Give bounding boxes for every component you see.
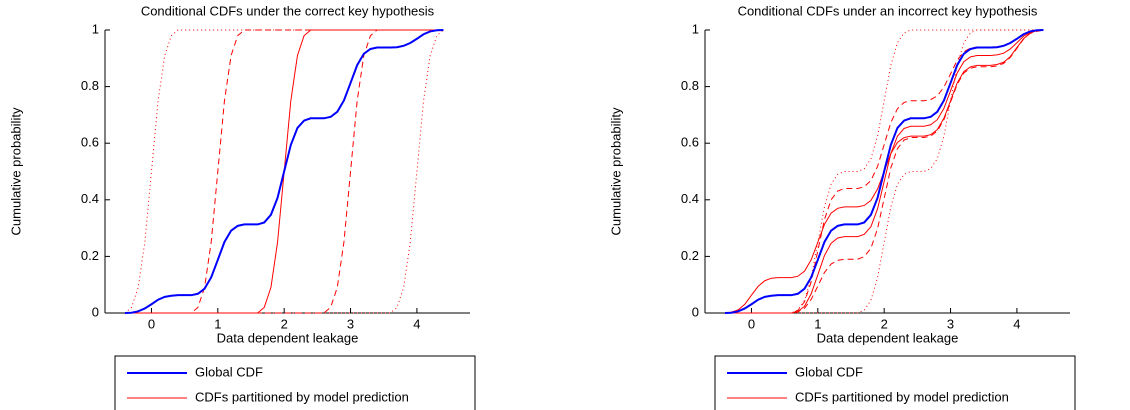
legend-box [714, 355, 1076, 410]
x-tick-label: 0 [148, 316, 155, 331]
cdf-line [724, 29, 1044, 314]
legend-label: CDFs partitioned by model prediction [795, 389, 1009, 404]
legend-label: Global CDF [795, 364, 863, 379]
x-tick-label: 3 [347, 316, 354, 331]
y-tick-label: 0 [92, 304, 99, 319]
y-tick-label: 1 [692, 21, 699, 36]
y-axis-label: Cumulative probability [8, 107, 23, 235]
cdf-line [124, 29, 444, 314]
y-axis-label: Cumulative probability [608, 107, 623, 235]
legend-box [114, 355, 476, 410]
x-axis-label: Data dependent leakage [217, 330, 359, 345]
x-axis-label: Data dependent leakage [817, 330, 959, 345]
chart-title: Conditional CDFs under the correct key h… [141, 3, 435, 18]
x-tick-label: 4 [1013, 316, 1020, 331]
cdf-line [124, 29, 444, 314]
x-tick-label: 2 [881, 316, 888, 331]
chart-title: Conditional CDFs under an incorrect key … [738, 3, 1038, 18]
x-tick-label: 0 [748, 316, 755, 331]
legend-label: CDFs partitioned by model prediction [195, 389, 409, 404]
y-tick-label: 0.4 [81, 191, 99, 206]
y-tick-label: 1 [92, 21, 99, 36]
x-tick-label: 3 [947, 316, 954, 331]
x-tick-label: 2 [281, 316, 288, 331]
y-tick-label: 0.2 [81, 248, 99, 263]
y-tick-label: 0.6 [81, 135, 99, 150]
cdf-line [724, 29, 1044, 314]
legend-label: Global CDF [195, 364, 263, 379]
y-tick-label: 0.8 [681, 78, 699, 93]
y-tick-label: 0.2 [681, 248, 699, 263]
x-tick-label: 4 [413, 316, 420, 331]
y-tick-label: 0.8 [81, 78, 99, 93]
y-tick-label: 0 [692, 304, 699, 319]
y-tick-label: 0.4 [681, 191, 699, 206]
y-tick-label: 0.6 [681, 135, 699, 150]
x-tick-label: 1 [814, 316, 821, 331]
x-tick-label: 1 [214, 316, 221, 331]
cdf-line [124, 29, 444, 314]
